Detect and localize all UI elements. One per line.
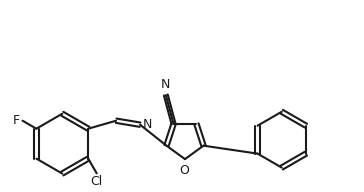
- Text: Cl: Cl: [91, 175, 103, 188]
- Text: O: O: [179, 164, 189, 177]
- Text: N: N: [161, 78, 170, 91]
- Text: N: N: [143, 118, 153, 131]
- Text: F: F: [12, 114, 20, 127]
